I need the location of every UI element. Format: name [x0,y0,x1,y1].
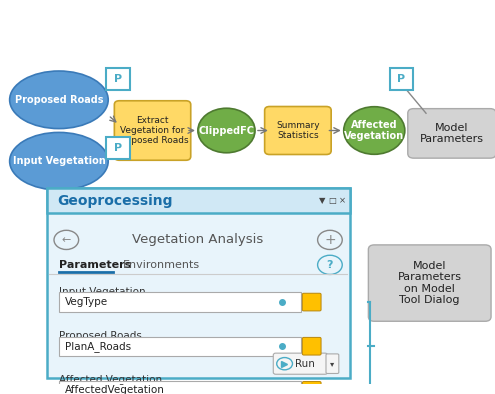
Text: Vegetation Analysis: Vegetation Analysis [133,233,264,246]
Circle shape [344,107,405,154]
Text: Affected
Vegetation: Affected Vegetation [344,120,404,141]
Text: AffectedVegetation: AffectedVegetation [65,385,165,394]
FancyBboxPatch shape [302,293,321,311]
Text: Summary
Statistics: Summary Statistics [276,121,320,140]
FancyBboxPatch shape [390,67,413,90]
Text: Affected Vegetation: Affected Vegetation [59,375,162,385]
Text: Model
Parameters: Model Parameters [420,123,484,144]
FancyBboxPatch shape [408,109,495,158]
FancyBboxPatch shape [47,188,349,378]
Text: Proposed Roads: Proposed Roads [59,331,142,341]
FancyBboxPatch shape [368,245,491,321]
FancyBboxPatch shape [47,188,349,213]
Text: PlanA_Roads: PlanA_Roads [65,341,131,352]
FancyBboxPatch shape [326,354,339,374]
Text: ▼: ▼ [319,196,326,205]
FancyBboxPatch shape [302,381,321,394]
FancyBboxPatch shape [273,353,328,374]
Text: P: P [397,74,405,84]
Text: Geoprocessing: Geoprocessing [57,193,173,208]
FancyBboxPatch shape [106,67,130,90]
FancyBboxPatch shape [114,101,191,160]
Text: VegType: VegType [65,297,108,307]
FancyBboxPatch shape [59,336,301,356]
FancyBboxPatch shape [265,106,331,154]
Text: ▾: ▾ [330,359,335,368]
Text: Proposed Roads: Proposed Roads [15,95,103,105]
Text: Run: Run [296,359,315,369]
Circle shape [198,108,255,153]
Text: ×: × [339,196,346,205]
Text: ClippedFC: ClippedFC [198,126,254,136]
Text: ←: ← [61,235,71,245]
Text: Parameters: Parameters [59,260,131,270]
Ellipse shape [9,71,108,128]
FancyBboxPatch shape [106,137,130,159]
Text: Environments: Environments [123,260,200,270]
Text: P: P [114,143,122,153]
Text: +: + [324,233,336,247]
FancyBboxPatch shape [302,337,321,355]
Ellipse shape [9,132,108,190]
Text: P: P [114,74,122,84]
FancyBboxPatch shape [59,381,301,394]
Text: Extract
Vegetation for
Proposed Roads: Extract Vegetation for Proposed Roads [117,115,189,145]
Text: Input Vegetation: Input Vegetation [12,156,105,166]
Text: Model
Parameters
on Model
Tool Dialog: Model Parameters on Model Tool Dialog [397,261,462,305]
Text: ?: ? [327,260,333,270]
Text: □: □ [329,196,336,205]
Text: Input Vegetation: Input Vegetation [59,287,146,297]
FancyBboxPatch shape [59,292,301,312]
